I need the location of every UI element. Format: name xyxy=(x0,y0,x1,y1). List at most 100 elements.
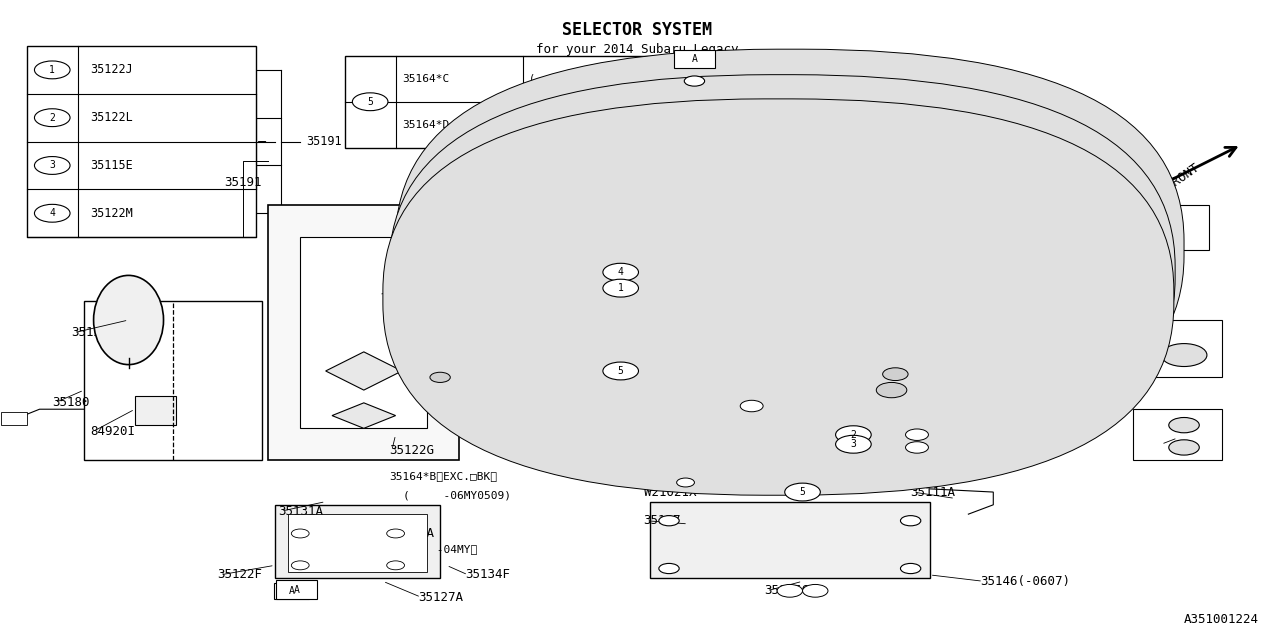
Circle shape xyxy=(603,362,639,380)
Circle shape xyxy=(1169,417,1199,433)
Circle shape xyxy=(877,383,906,397)
Text: A: A xyxy=(293,584,300,595)
Circle shape xyxy=(387,561,404,570)
Circle shape xyxy=(659,516,680,526)
Circle shape xyxy=(35,61,70,79)
Text: 35164*D: 35164*D xyxy=(1158,438,1211,451)
FancyBboxPatch shape xyxy=(1,412,27,425)
Circle shape xyxy=(430,372,451,383)
FancyBboxPatch shape xyxy=(650,502,929,578)
Text: 35173: 35173 xyxy=(886,383,923,397)
Polygon shape xyxy=(332,403,396,428)
Text: 3: 3 xyxy=(850,439,856,449)
Circle shape xyxy=(603,279,639,297)
Text: 35122F: 35122F xyxy=(218,568,262,581)
Text: 35134: 35134 xyxy=(786,278,823,291)
Text: W21021X: W21021X xyxy=(644,486,696,499)
FancyBboxPatch shape xyxy=(675,49,714,68)
FancyBboxPatch shape xyxy=(274,583,310,599)
Text: 2: 2 xyxy=(850,429,856,440)
Text: 35111A: 35111A xyxy=(910,486,956,499)
Text: 1: 1 xyxy=(50,65,55,75)
FancyBboxPatch shape xyxy=(27,46,256,237)
Text: A: A xyxy=(288,586,294,596)
Text: 35115C: 35115C xyxy=(764,584,809,597)
Text: 35164*D: 35164*D xyxy=(402,120,449,130)
FancyBboxPatch shape xyxy=(1133,320,1222,378)
Text: 35115E: 35115E xyxy=(91,159,133,172)
Circle shape xyxy=(803,584,828,597)
Text: 3: 3 xyxy=(50,161,55,170)
Text: 5: 5 xyxy=(618,366,623,376)
Bar xyxy=(134,396,175,425)
FancyBboxPatch shape xyxy=(383,99,1174,495)
Text: 35122L: 35122L xyxy=(91,111,133,124)
Text: 35121: 35121 xyxy=(764,339,801,352)
Circle shape xyxy=(35,204,70,222)
FancyBboxPatch shape xyxy=(288,515,428,572)
Text: SELECTOR SYSTEM: SELECTOR SYSTEM xyxy=(562,20,712,38)
Circle shape xyxy=(1161,344,1207,367)
Text: 35164*A: 35164*A xyxy=(929,399,982,413)
FancyBboxPatch shape xyxy=(269,205,460,460)
Circle shape xyxy=(905,429,928,440)
Text: for your 2014 Subaru Legacy: for your 2014 Subaru Legacy xyxy=(536,43,739,56)
Text: 35113: 35113 xyxy=(790,253,827,266)
Text: 35127A: 35127A xyxy=(419,591,463,604)
Text: FRONT: FRONT xyxy=(1164,161,1202,193)
Text: 35187A: 35187A xyxy=(682,463,727,476)
FancyBboxPatch shape xyxy=(389,75,1175,470)
Text: 35164*C: 35164*C xyxy=(402,74,449,84)
Circle shape xyxy=(677,478,695,487)
FancyBboxPatch shape xyxy=(396,49,1184,447)
Text: FIG.930: FIG.930 xyxy=(376,288,429,301)
Ellipse shape xyxy=(93,275,164,365)
Circle shape xyxy=(603,263,639,281)
Circle shape xyxy=(292,529,310,538)
Text: A351001224: A351001224 xyxy=(1184,613,1260,626)
Text: 35177: 35177 xyxy=(771,307,808,320)
Text: 1: 1 xyxy=(618,283,623,293)
Text: (     -06MY0509): ( -06MY0509) xyxy=(529,74,630,84)
Text: 35146A*B: 35146A*B xyxy=(916,431,977,444)
Circle shape xyxy=(387,529,404,538)
Circle shape xyxy=(352,93,388,111)
Circle shape xyxy=(900,516,920,526)
Text: 35122G: 35122G xyxy=(389,444,434,457)
Text: 5: 5 xyxy=(367,97,372,107)
Text: 35191: 35191 xyxy=(224,177,261,189)
Text: 35131A: 35131A xyxy=(279,505,324,518)
Bar xyxy=(84,301,262,460)
Text: 35181*B: 35181*B xyxy=(402,371,454,384)
Circle shape xyxy=(905,442,928,453)
Circle shape xyxy=(35,157,70,174)
FancyBboxPatch shape xyxy=(599,193,751,282)
Text: 2: 2 xyxy=(50,113,55,123)
Circle shape xyxy=(740,400,763,412)
Circle shape xyxy=(659,563,680,573)
Circle shape xyxy=(292,561,310,570)
Text: (     -06MY0509): ( -06MY0509) xyxy=(403,490,511,500)
Text: 35191: 35191 xyxy=(307,135,342,148)
Polygon shape xyxy=(325,352,402,390)
Text: 35137: 35137 xyxy=(644,514,681,527)
Text: 35180: 35180 xyxy=(52,396,90,410)
Text: 35134F: 35134F xyxy=(466,568,511,581)
Circle shape xyxy=(836,435,872,453)
Text: 5: 5 xyxy=(800,487,805,497)
Circle shape xyxy=(900,563,920,573)
Circle shape xyxy=(777,584,803,597)
Text: 4: 4 xyxy=(50,208,55,218)
Text: 4: 4 xyxy=(618,268,623,277)
Text: 35111: 35111 xyxy=(561,291,599,304)
Text: 35137A: 35137A xyxy=(389,527,434,540)
Text: 35165*B: 35165*B xyxy=(993,266,1046,278)
FancyBboxPatch shape xyxy=(275,505,440,578)
Circle shape xyxy=(785,483,820,501)
FancyBboxPatch shape xyxy=(301,237,428,428)
Text: 35165*A: 35165*A xyxy=(897,371,951,384)
FancyBboxPatch shape xyxy=(276,580,316,599)
Text: 35122J: 35122J xyxy=(91,63,133,76)
FancyBboxPatch shape xyxy=(1133,409,1222,460)
Text: 35146(-0607): 35146(-0607) xyxy=(980,575,1070,588)
